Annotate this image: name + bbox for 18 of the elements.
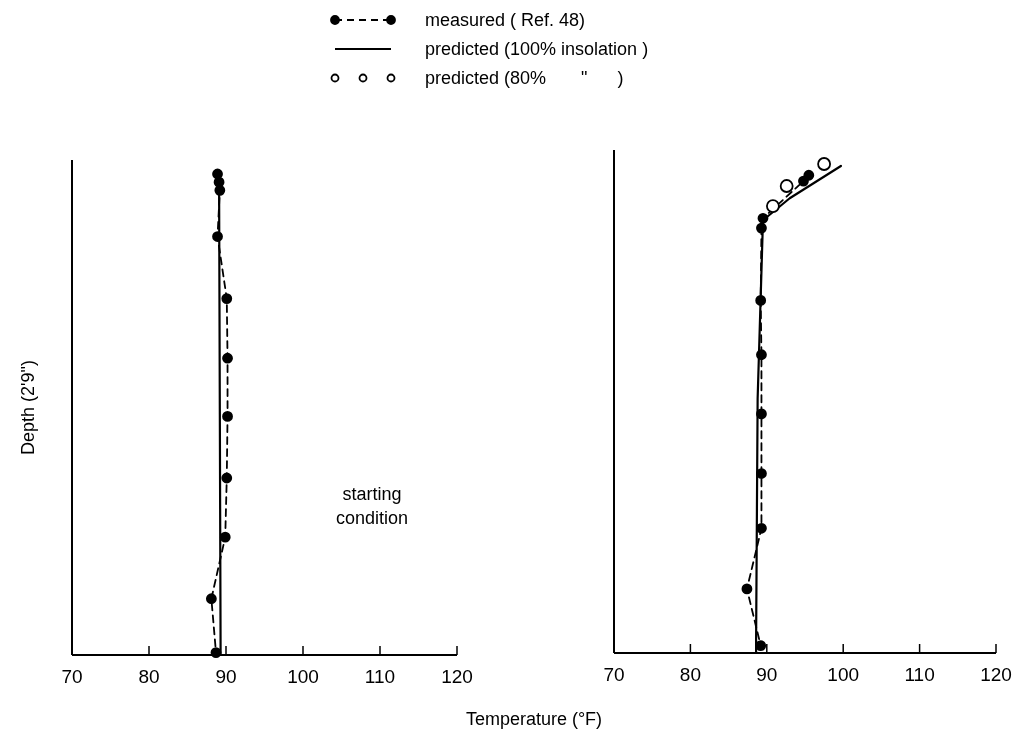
x-tick-label: 70 xyxy=(603,664,625,685)
y-axis-title: Depth (2'9") xyxy=(18,360,38,455)
legend-label: measured ( Ref. 48) xyxy=(425,10,586,30)
x-tick-label: 70 xyxy=(61,666,83,687)
x-tick-label: 100 xyxy=(287,666,319,687)
annotation: starting condition xyxy=(335,484,409,528)
x-tick-label: 80 xyxy=(138,666,160,687)
legend-label: predicted (80% " ) xyxy=(425,68,624,88)
x-tick-label: 90 xyxy=(756,664,778,685)
x-tick-label: 120 xyxy=(980,664,1012,685)
x-tick-label: 110 xyxy=(364,666,396,687)
x-tick-label: 80 xyxy=(679,664,701,685)
legend-label: predicted (100% insolation ) xyxy=(425,39,649,59)
x-tick-label: 110 xyxy=(904,664,935,685)
x-tick-label: 120 xyxy=(441,666,473,687)
x-tick-label: 100 xyxy=(827,664,860,685)
x-axis-title: Temperature (°F) xyxy=(465,709,603,729)
x-tick-label: 90 xyxy=(215,666,237,687)
